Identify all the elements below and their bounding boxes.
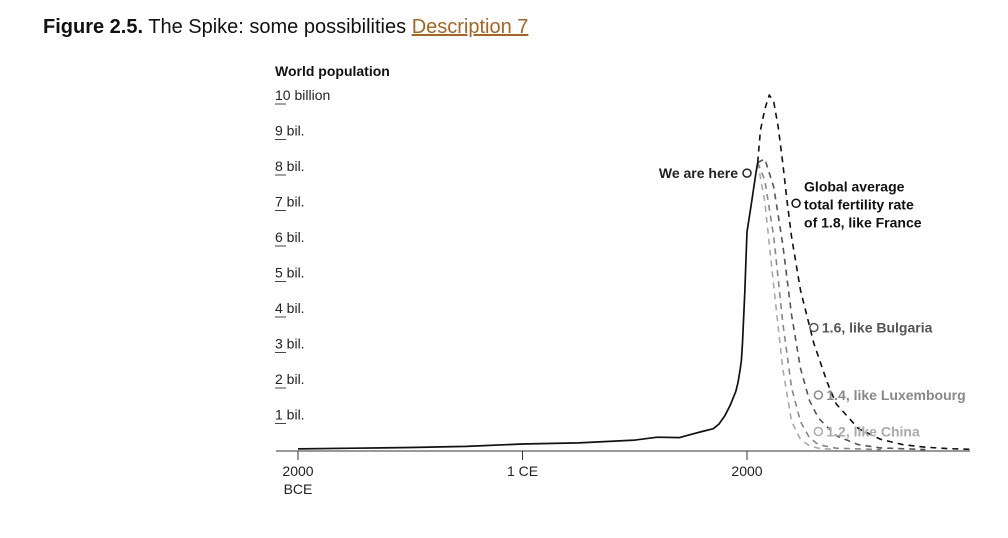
annotation-label: of 1.8, like France <box>804 214 922 230</box>
annotation-label: 1.6, like Bulgaria <box>822 320 933 336</box>
projection-line-1 <box>756 94 971 451</box>
annotation-marker <box>813 426 824 437</box>
annotation-marker <box>809 322 819 333</box>
y-tick-label: 7 bil. <box>275 194 305 210</box>
y-tick-label: 8 bil. <box>275 158 305 174</box>
historical-population-line <box>297 162 759 450</box>
figure-number: Figure 2.5. <box>43 16 144 38</box>
description-link[interactable]: Description 7 <box>411 16 529 38</box>
x-tick-sublabel: BCE <box>284 481 313 497</box>
y-tick-label: 10 billion <box>275 87 330 103</box>
annotation-marker <box>813 390 824 400</box>
annotation-label: 1.4, like Luxembourg <box>826 387 965 403</box>
y-axis-title: World population <box>275 63 390 79</box>
projection-line-3 <box>756 162 881 451</box>
annotation-label: total fertility rate <box>804 196 914 212</box>
y-tick-label: 9 bil. <box>275 123 305 139</box>
projection-line-4 <box>756 162 837 451</box>
x-axis: 2000 BCE 1 CE 2000 <box>276 450 970 497</box>
y-tick-label: 2 bil. <box>275 371 305 387</box>
annotation-marker <box>791 198 801 209</box>
annotation-label: We are here <box>659 165 738 181</box>
x-tick-label: 1 CE <box>507 463 538 479</box>
figure-title: The Spike: some possibilities <box>148 16 407 38</box>
y-axis: 1 bil. 2 bil. 3 bil. 4 bil. 5 bil. 6 bil. 7 bi… <box>275 87 330 424</box>
annotation-label: 1.2, like China <box>826 424 920 440</box>
y-tick-label: 4 bil. <box>275 300 305 316</box>
x-tick-label: 2000 <box>282 463 313 479</box>
annotation-label: Global average <box>804 178 905 194</box>
y-tick-label: 3 bil. <box>275 336 305 352</box>
figure-caption: Figure 2.5. The Spike: some possibilitie… <box>43 16 528 39</box>
y-tick-label: 1 bil. <box>275 407 305 423</box>
annotation-marker <box>742 168 752 178</box>
y-tick-label: 5 bil. <box>275 265 305 281</box>
annotation-layer: We are here Global average total fertility… <box>659 165 966 439</box>
series-layer <box>297 94 971 451</box>
y-tick-label: 6 bil. <box>275 229 305 245</box>
x-tick-label: 2000 <box>731 463 762 479</box>
